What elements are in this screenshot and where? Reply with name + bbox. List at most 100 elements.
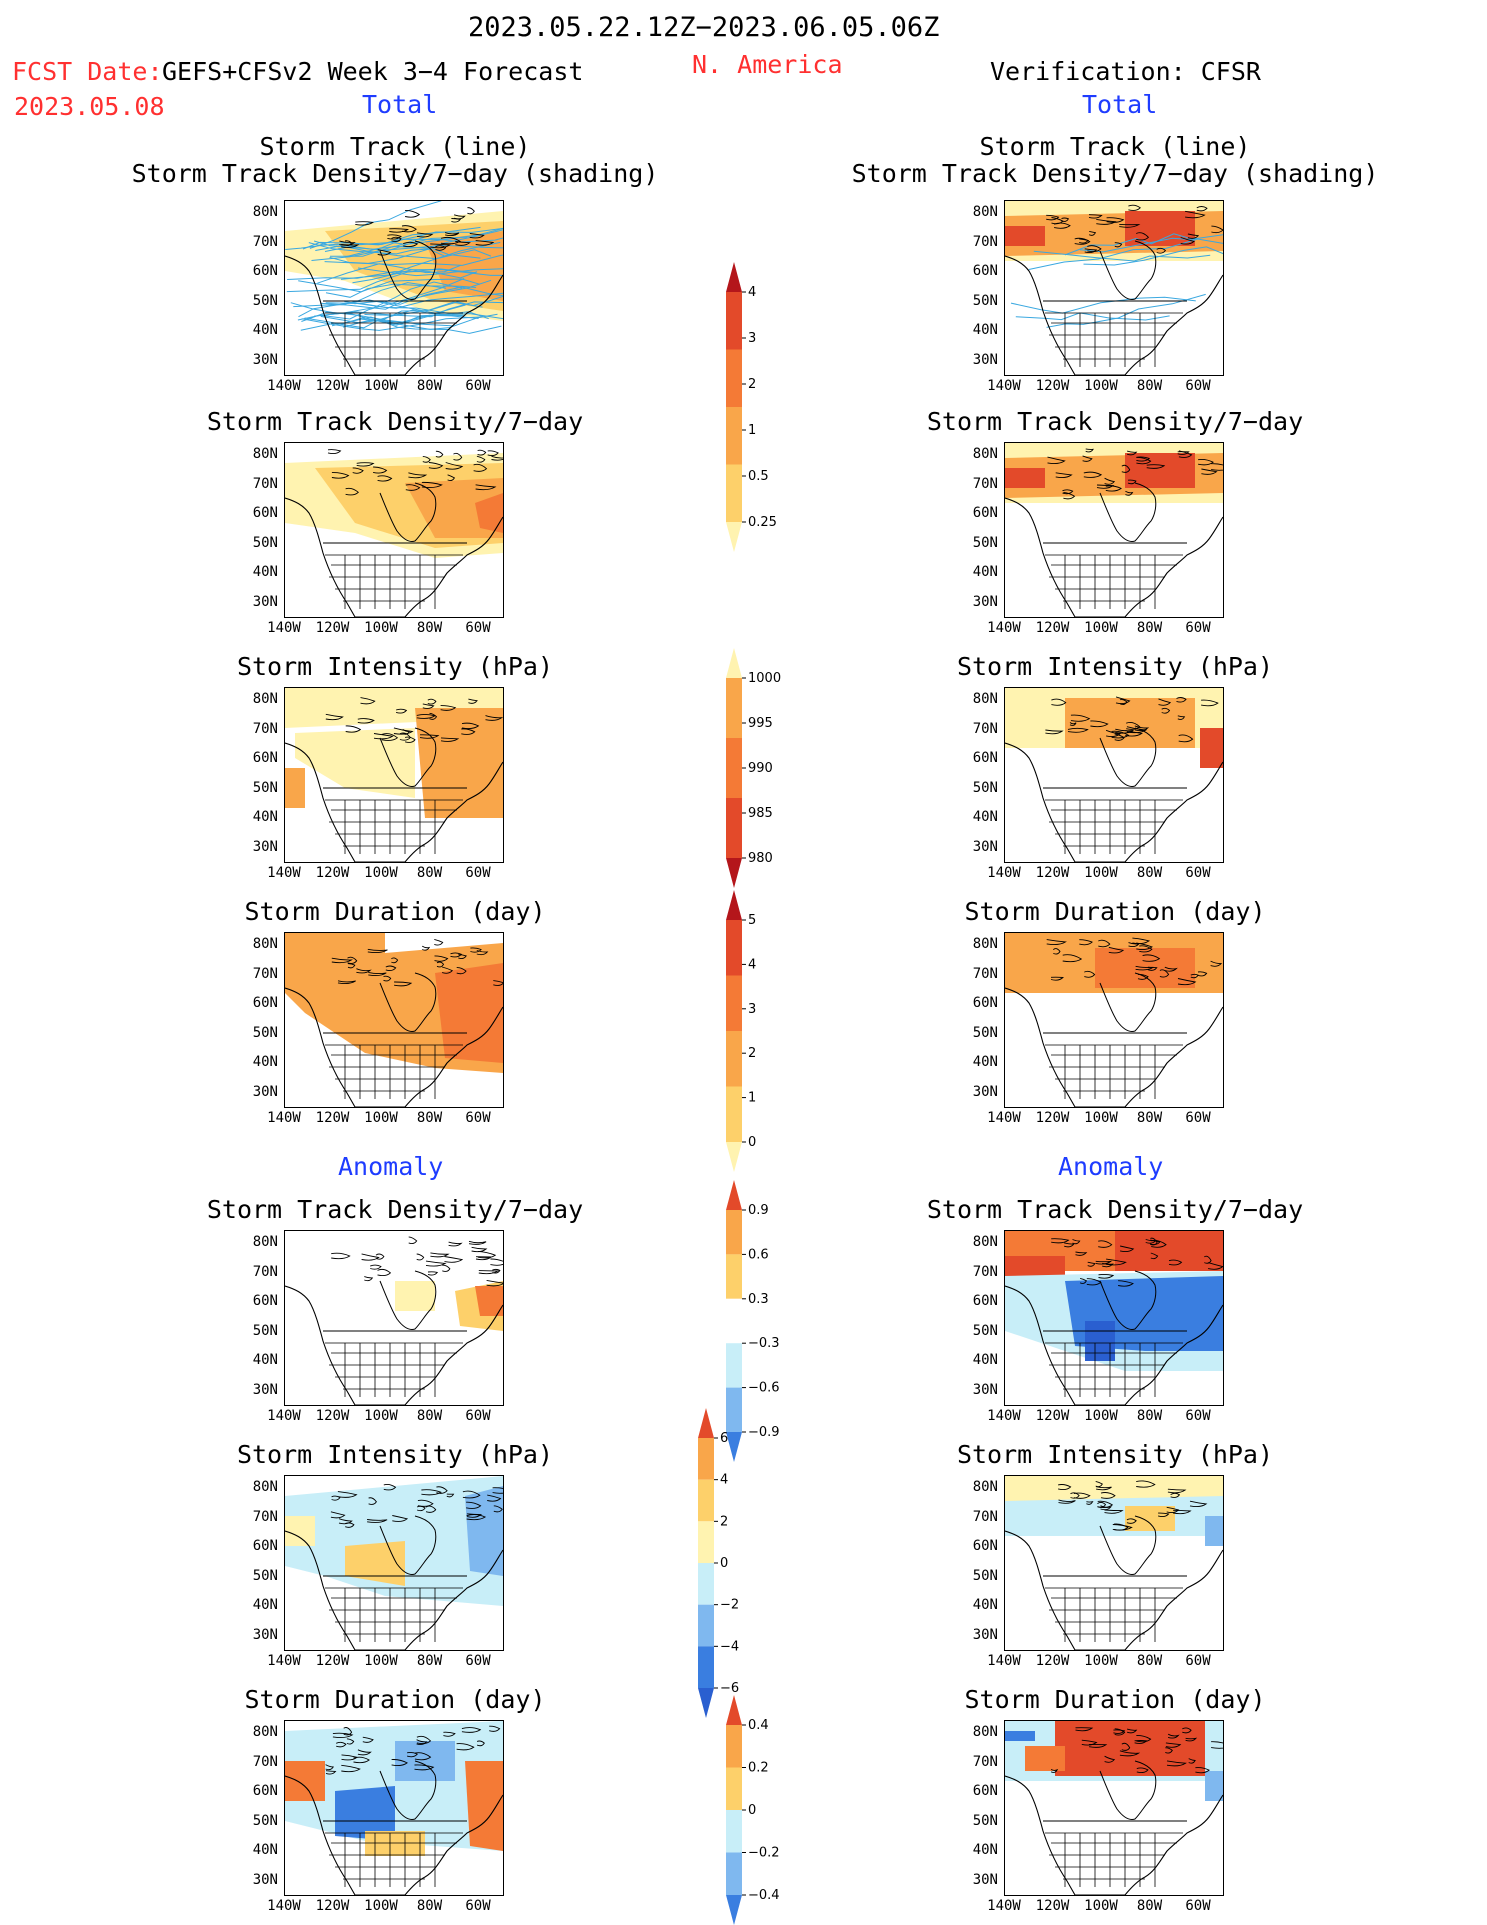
arctic-island — [377, 475, 393, 482]
shading-region — [1005, 1256, 1065, 1276]
lon-tick-label: 100W — [364, 620, 398, 636]
colorbar-bin — [698, 1563, 714, 1605]
lat-tick-label: 70N — [972, 233, 998, 250]
arctic-island — [353, 1756, 370, 1764]
arctic-island — [475, 240, 495, 246]
arctic-island — [469, 233, 485, 239]
storm-track-line — [1079, 234, 1223, 253]
arctic-island — [443, 1731, 456, 1737]
arctic-island — [1136, 456, 1151, 462]
lat-tick-label: 30N — [252, 1626, 278, 1643]
arctic-island — [448, 1241, 463, 1247]
lat-tick-label: 30N — [252, 351, 278, 368]
arctic-island — [325, 713, 344, 721]
arctic-island — [1064, 1242, 1075, 1248]
title-storm-track-line-right: Storm Track (line) — [979, 132, 1251, 161]
arctic-island — [401, 225, 417, 233]
lon-tick-label: 60W — [465, 1898, 491, 1914]
storm-track-line — [1033, 250, 1211, 262]
arctic-island — [370, 1264, 382, 1270]
region-title: N. America — [692, 50, 843, 79]
colorbar-label: −6 — [720, 1681, 739, 1696]
coastline — [1005, 1530, 1223, 1650]
lon-tick-label: 140W — [987, 865, 1021, 881]
colorbar-density-anom: 0.9 0.6 0.3 −0.3 −0.6 −0.9 — [726, 1180, 780, 1462]
title-duration-total-right: Storm Duration (day) — [964, 897, 1266, 926]
lat-tick-label: 60N — [252, 1538, 278, 1554]
lon-tick-label: 120W — [1035, 1653, 1070, 1669]
arctic-island — [1046, 939, 1067, 946]
colorbar-label: −0.6 — [748, 1381, 780, 1396]
arctic-island — [466, 1514, 487, 1521]
arctic-island — [430, 1252, 450, 1258]
colorbar-arrow-bottom — [698, 1688, 714, 1718]
lon-tick-label: 80W — [416, 1110, 443, 1126]
lat-tick-label: 40N — [252, 1597, 278, 1613]
title-intensity-total-right: Storm Intensity (hPa) — [956, 652, 1274, 681]
arctic-island — [490, 1258, 503, 1266]
lon-tick-label: 60W — [1185, 378, 1211, 394]
lon-tick-label: 80W — [416, 1653, 443, 1669]
political-boundaries — [325, 1342, 463, 1397]
arctic-island — [337, 980, 356, 985]
arctic-island — [466, 1501, 482, 1509]
shading-region — [1005, 226, 1045, 246]
arctic-island — [1177, 978, 1197, 986]
lat-tick-label: 80N — [252, 1724, 278, 1740]
arctic-island — [1108, 946, 1125, 954]
lat-tick-label: 40N — [972, 1842, 998, 1858]
colorbar-arrow-top — [726, 262, 742, 292]
arctic-island — [357, 1749, 372, 1756]
arctic-island — [395, 708, 408, 714]
lat-tick-label: 80N — [972, 1234, 998, 1250]
lon-tick-label: 60W — [465, 865, 491, 881]
arctic-island — [1096, 484, 1115, 489]
arctic-island — [403, 241, 419, 248]
lat-tick-label: 60N — [972, 995, 998, 1011]
colorbar-intensity-anom: 6 4 2 0 −2 −4 −6 — [698, 1408, 739, 1718]
arctic-island — [1075, 1251, 1088, 1256]
coastline — [1005, 742, 1223, 862]
arctic-island — [1095, 1260, 1113, 1265]
shading-region — [1065, 698, 1195, 748]
shading-region — [1125, 211, 1195, 246]
arctic-island — [442, 1264, 451, 1272]
lon-tick-label: 140W — [267, 1653, 301, 1669]
coastline — [1005, 987, 1223, 1107]
lat-tick-label: 60N — [252, 263, 278, 279]
lat-tick-label: 70N — [252, 965, 278, 982]
arctic-island — [1185, 1737, 1198, 1742]
fcst-date-label: FCST Date: — [12, 57, 163, 86]
arctic-island — [408, 472, 428, 479]
colorbar-arrow-bottom — [726, 522, 742, 552]
lat-tick-label: 70N — [972, 1263, 998, 1280]
lon-tick-label: 120W — [315, 1408, 350, 1424]
arctic-island — [1125, 730, 1143, 737]
arctic-island — [356, 462, 375, 467]
arctic-island — [391, 957, 399, 964]
lon-tick-label: 100W — [1084, 1408, 1118, 1424]
arctic-island — [1086, 1278, 1102, 1286]
arctic-island — [1149, 1239, 1161, 1246]
colorbar-duration-total: 5 4 3 2 1 0 — [726, 890, 756, 1172]
lat-tick-label: 30N — [972, 1083, 998, 1100]
arctic-island — [1079, 1277, 1087, 1284]
colorbar-arrow-top — [698, 1408, 714, 1438]
title-duration-anom-left: Storm Duration (day) — [244, 1685, 546, 1714]
arctic-island — [337, 1491, 358, 1498]
map-intensity-anom-left — [284, 1475, 504, 1651]
lon-tick-label: 60W — [465, 620, 491, 636]
lon-tick-label: 80W — [416, 1408, 443, 1424]
arctic-island — [1061, 217, 1070, 222]
lon-tick-label: 60W — [465, 1653, 491, 1669]
lat-tick-label: 70N — [972, 475, 998, 492]
lat-tick-label: 40N — [972, 1054, 998, 1070]
arctic-island — [468, 698, 478, 704]
arctic-island — [1136, 457, 1152, 465]
map-duration-total-right — [1004, 932, 1224, 1108]
lon-tick-label: 80W — [1136, 620, 1163, 636]
lat-tick-label: 70N — [252, 233, 278, 250]
arctic-island — [367, 1519, 388, 1523]
arctic-island — [341, 1764, 361, 1773]
arctic-island — [1173, 1509, 1192, 1515]
